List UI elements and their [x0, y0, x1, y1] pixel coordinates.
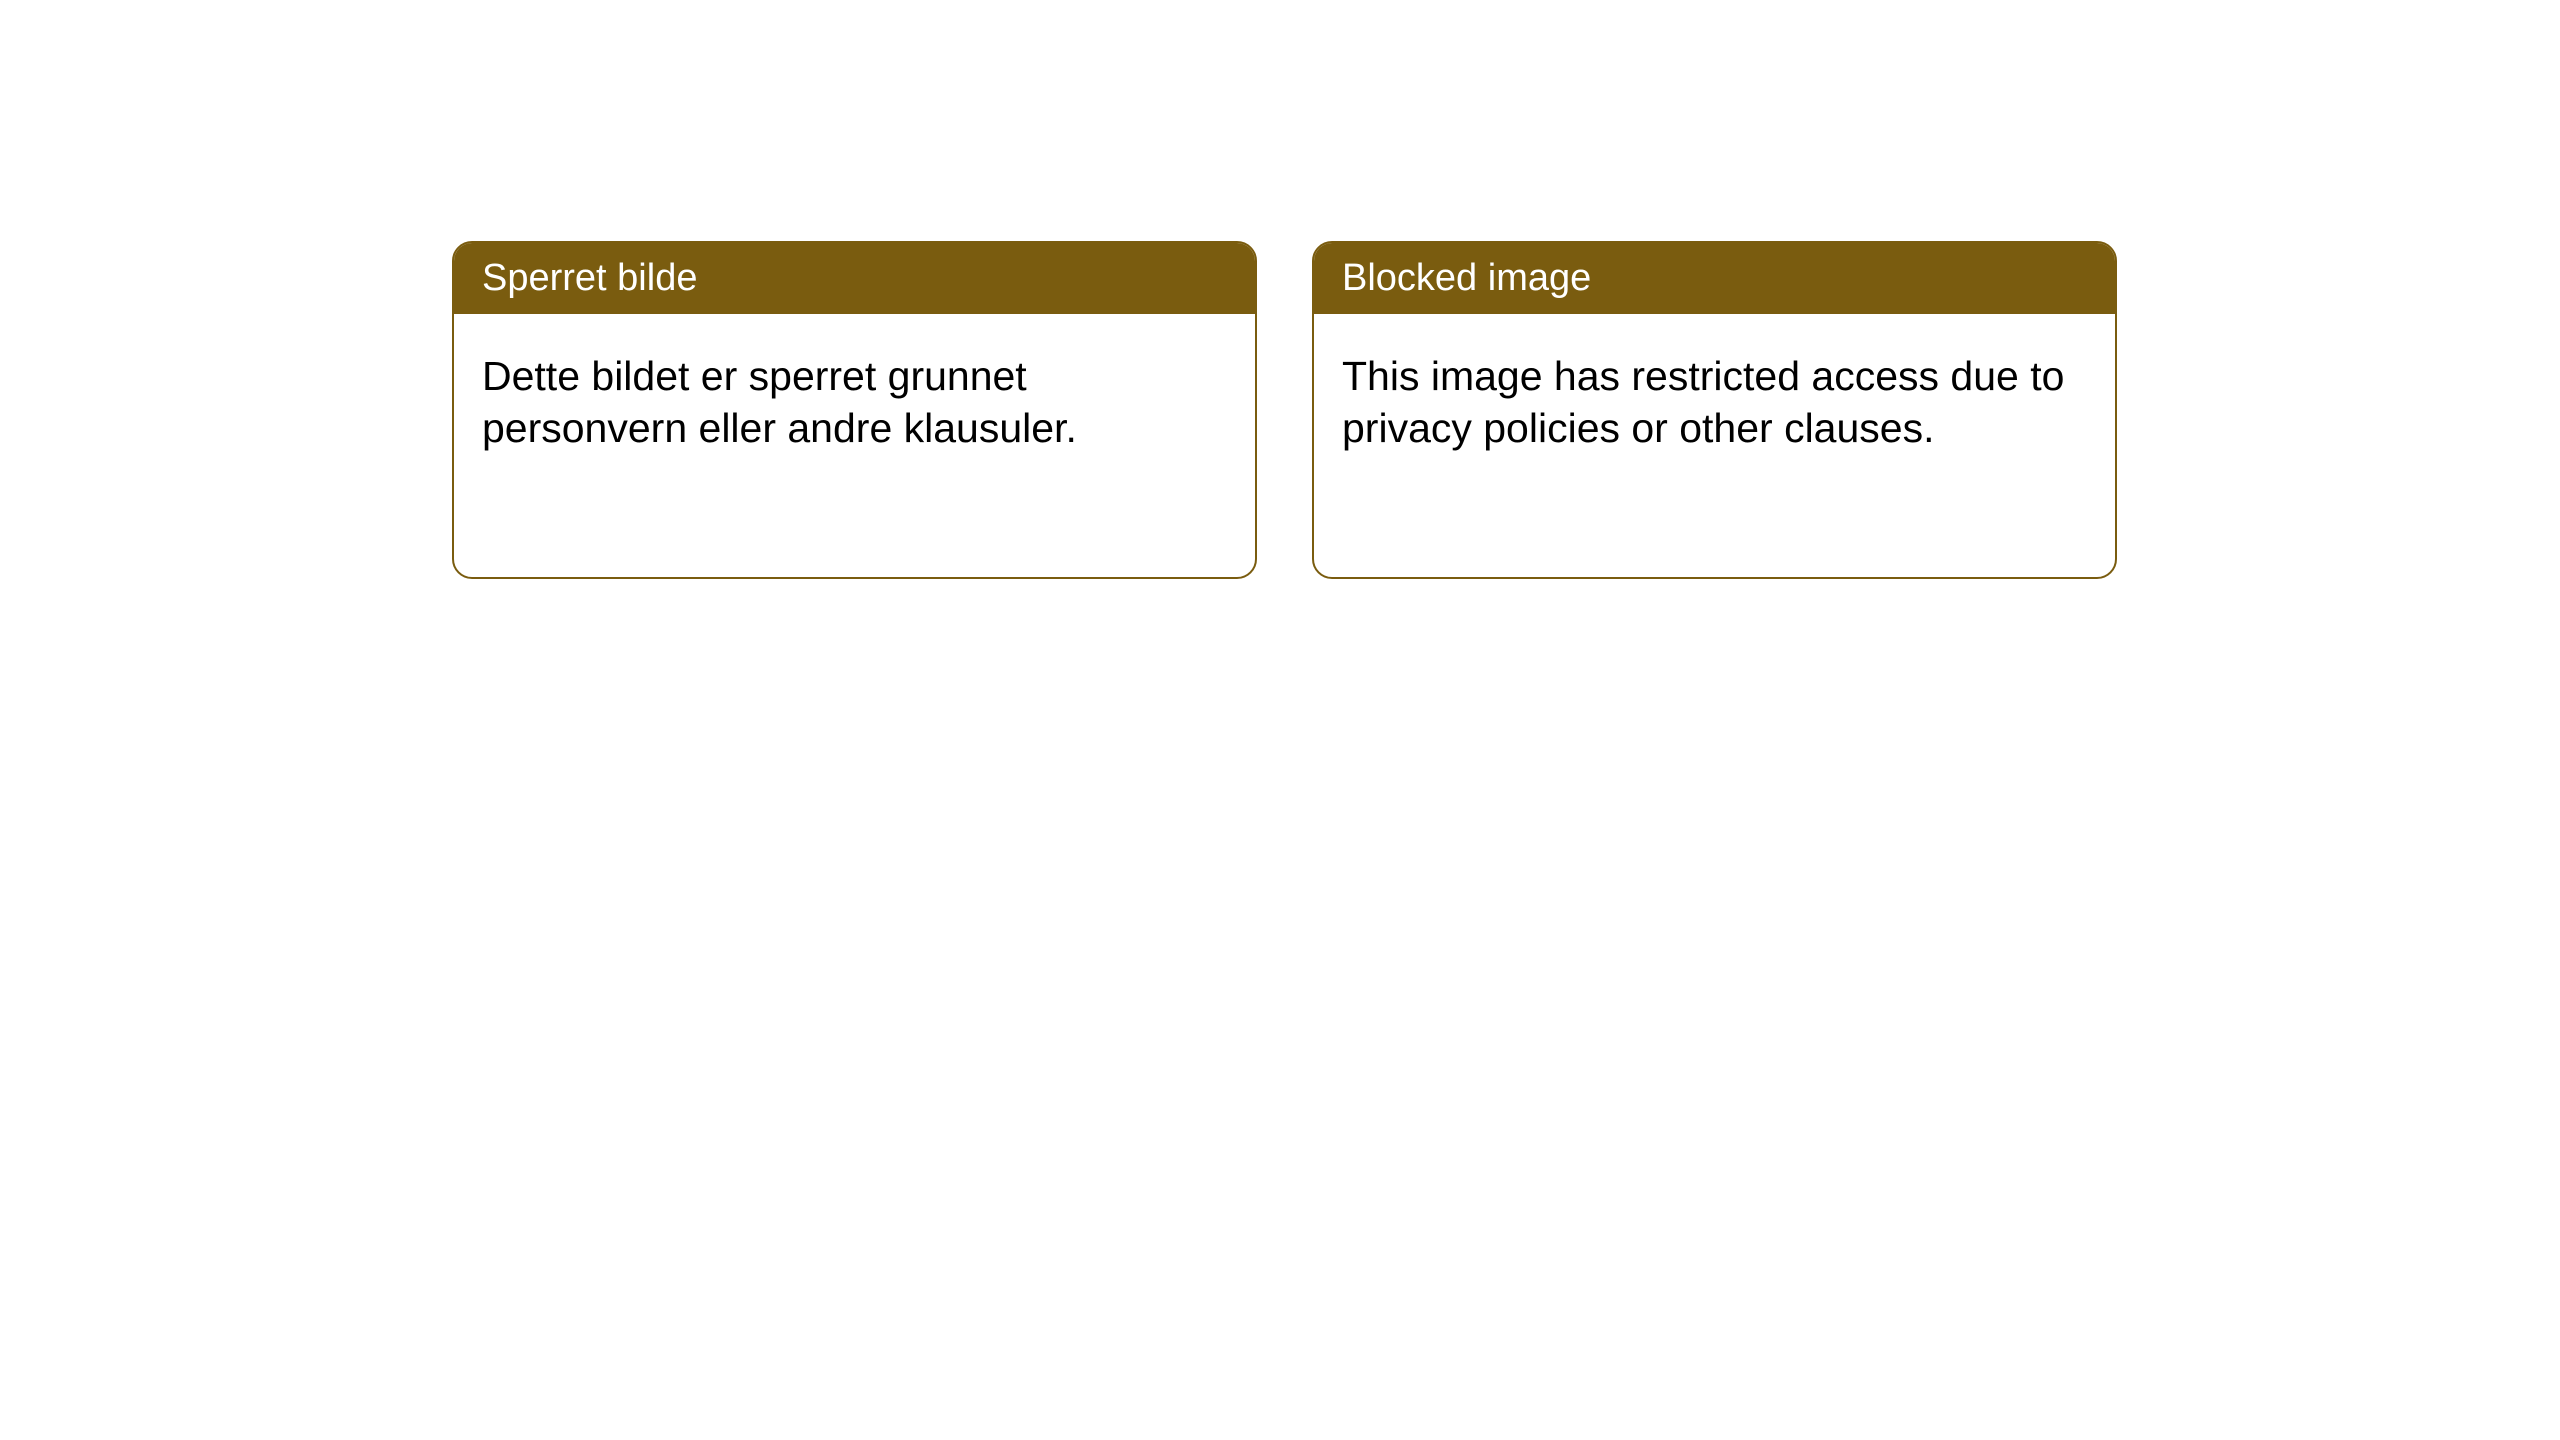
card-title: Blocked image	[1314, 243, 2115, 314]
notice-cards-container: Sperret bilde Dette bildet er sperret gr…	[0, 0, 2560, 579]
card-body-text: Dette bildet er sperret grunnet personve…	[454, 314, 1255, 491]
notice-card-english: Blocked image This image has restricted …	[1312, 241, 2117, 579]
notice-card-norwegian: Sperret bilde Dette bildet er sperret gr…	[452, 241, 1257, 579]
card-body-text: This image has restricted access due to …	[1314, 314, 2115, 491]
card-title: Sperret bilde	[454, 243, 1255, 314]
